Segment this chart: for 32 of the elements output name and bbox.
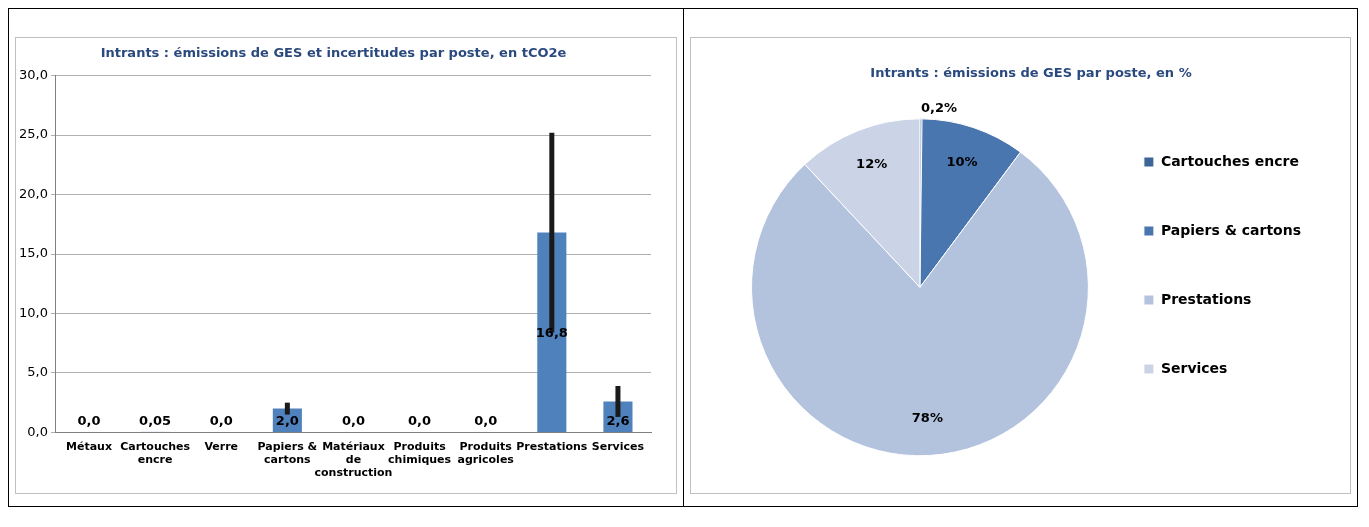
data-label: 12% [855, 156, 887, 172]
data-label: 0,05 [139, 413, 172, 429]
legend-label: Papiers & cartons [1160, 221, 1301, 238]
x-tick-label: Prestations [516, 439, 588, 453]
y-tick-label: 0,0 [27, 423, 48, 439]
y-tick-label: 20,0 [18, 185, 48, 201]
x-tick-label: Produits agricoles [457, 439, 515, 467]
legend-label: Services [1160, 359, 1227, 376]
legend-label: Prestations [1160, 290, 1251, 307]
x-tick-label: Métaux [66, 439, 113, 453]
legend-label: Cartouches encre [1160, 152, 1299, 169]
x-tick-label: Cartouches encre [120, 439, 191, 467]
x-tick-label: Verre [204, 439, 239, 453]
data-label: 78% [911, 409, 943, 425]
y-tick-label: 10,0 [18, 304, 48, 320]
data-label: 0,0 [408, 413, 432, 429]
data-label: 0,0 [341, 413, 365, 429]
chart-title: Intrants : émissions de GES et incertitudes par poste, en tCO2e [100, 45, 567, 61]
data-label: 0,0 [209, 413, 233, 429]
y-tick-label: 15,0 [18, 245, 48, 261]
y-tick-label: 30,0 [18, 66, 48, 82]
x-tick-label: Services [591, 439, 645, 453]
y-tick-label: 25,0 [18, 126, 48, 142]
data-label: 2,0 [275, 413, 299, 429]
data-label: 0,0 [77, 413, 101, 429]
data-label: 10% [945, 154, 978, 170]
data-label: 2,6 [606, 413, 630, 429]
chart-title: Intrants : émissions de GES par poste, en % [869, 65, 1192, 81]
data-label: 0,2% [920, 99, 957, 115]
y-tick-label: 5,0 [27, 364, 48, 380]
x-tick-label: Produits chimiques [388, 439, 452, 467]
data-label: 0,0 [474, 413, 498, 429]
